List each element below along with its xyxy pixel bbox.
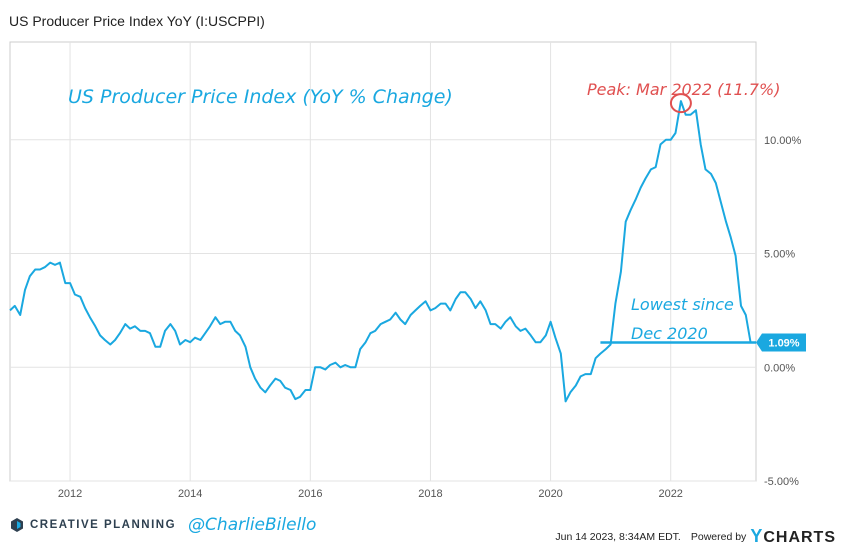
x-tick-label: 2012 bbox=[58, 488, 82, 500]
series-layer bbox=[9, 100, 752, 403]
ycharts-logo-text: CHARTS bbox=[763, 529, 836, 546]
x-tick-label: 2016 bbox=[298, 488, 322, 500]
x-tick-label: 2018 bbox=[418, 488, 442, 500]
footer-brand: CREATIVE PLANNING @CharlieBilello bbox=[9, 515, 316, 535]
annotation-peak: Peak: Mar 2022 (11.7%) bbox=[587, 80, 780, 99]
grid bbox=[10, 42, 756, 482]
series-line-ppi-yoy bbox=[9, 100, 752, 403]
powered-by-label: Powered by bbox=[690, 530, 747, 543]
author-handle: @CharlieBilello bbox=[188, 515, 317, 535]
ycharts-logo-y: Y bbox=[750, 526, 764, 546]
annotation-lowest-line1: Lowest since bbox=[631, 295, 734, 314]
plot-area bbox=[9, 41, 757, 482]
y-tick-label: 10.00% bbox=[764, 135, 802, 147]
last-value-tag bbox=[756, 333, 806, 352]
creative-planning-logo-icon bbox=[11, 518, 23, 532]
annotation-title: US Producer Price Index (YoY % Change) bbox=[68, 86, 453, 108]
ycharts-logo[interactable]: YCHARTS bbox=[750, 526, 836, 547]
brand-name: CREATIVE PLANNING bbox=[30, 519, 177, 531]
x-tick-label: 2014 bbox=[178, 488, 202, 500]
timestamp: Jun 14 2023, 8:34AM EDT. bbox=[555, 530, 681, 543]
x-tick-label: 2022 bbox=[658, 488, 682, 500]
y-tick-label: -5.00% bbox=[764, 476, 799, 488]
annotations: 1.09% US Producer Price Index (YoY % Chan… bbox=[68, 80, 806, 352]
chart-title: US Producer Price Index YoY (I:USCPPI) bbox=[9, 13, 265, 29]
last-value-label: 1.09% bbox=[768, 337, 799, 349]
y-tick-label: 0.00% bbox=[764, 362, 795, 374]
x-tick-label: 2020 bbox=[538, 488, 562, 500]
peak-circle bbox=[669, 93, 692, 114]
axes: 10.00% 5.00% 0.00% -5.00% 2012 2014 2016 2018 20… bbox=[58, 135, 802, 500]
footer-attribution: Jun 14 2023, 8:34AM EDT. Powered by YCHA… bbox=[555, 526, 836, 547]
annotation-lowest-line2: Dec 2020 bbox=[631, 324, 708, 343]
y-tick-label: 5.00% bbox=[764, 249, 795, 261]
